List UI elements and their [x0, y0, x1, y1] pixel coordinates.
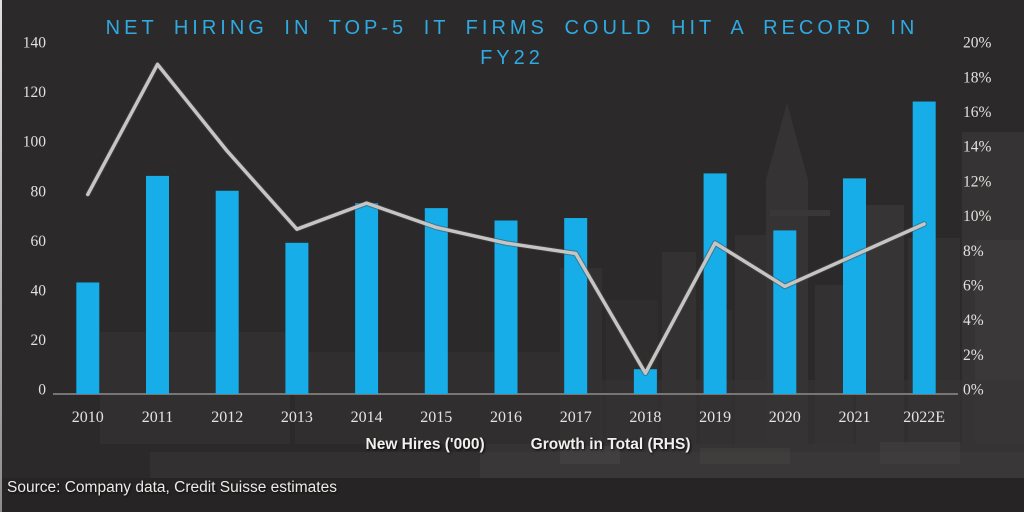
x-label-2012: 2012: [211, 409, 243, 426]
screen-left-edge: [0, 0, 2, 512]
bar-2018: [633, 369, 657, 394]
x-label-2019: 2019: [699, 409, 731, 426]
bar-2019: [703, 173, 727, 394]
right-axis-tick-12%: 12%: [963, 173, 992, 190]
x-label-2020: 2020: [769, 409, 801, 426]
left-axis-tick-60: 60: [31, 233, 47, 250]
bar-swatch-icon: [334, 439, 361, 451]
right-axis-tick-0%: 0%: [963, 382, 984, 399]
legend-label-growth: Growth in Total (RHS): [530, 436, 691, 453]
x-label-2016: 2016: [490, 409, 522, 426]
x-label-2014: 2014: [351, 409, 383, 426]
x-label-2022E: 2022E: [903, 409, 945, 426]
chart-title-line2: FY22: [480, 47, 544, 69]
right-axis-tick-20%: 20%: [963, 35, 992, 52]
x-label-2021: 2021: [839, 409, 871, 426]
chart-title-line1: NET HIRING IN TOP-5 IT FIRMS COULD HIT A…: [105, 17, 919, 39]
chart-legend: New Hires ('000) Growth in Total (RHS): [0, 436, 1024, 454]
right-axis-tick-4%: 4%: [963, 312, 984, 329]
growth-line: [86, 62, 926, 375]
left-axis-tick-140: 140: [23, 35, 47, 52]
legend-label-new-hires: New Hires ('000): [365, 436, 485, 453]
line-swatch-icon: [495, 443, 526, 447]
right-axis-tick-10%: 10%: [963, 208, 992, 225]
bar-2010: [76, 282, 100, 394]
bar-2021: [843, 178, 866, 394]
right-axis-tick-16%: 16%: [963, 104, 992, 121]
bar-2015: [424, 208, 448, 394]
bar-2013: [285, 242, 309, 394]
right-axis-tick-18%: 18%: [963, 69, 992, 86]
bar-2022E: [912, 101, 936, 395]
x-label-2010: 2010: [72, 409, 104, 426]
left-axis-tick-100: 100: [23, 134, 47, 151]
x-label-2013: 2013: [281, 409, 313, 426]
x-label-2018: 2018: [629, 409, 661, 426]
legend-item-growth: Growth in Total (RHS): [495, 436, 691, 454]
left-axis-tick-20: 20: [31, 332, 47, 349]
x-label-2011: 2011: [142, 409, 173, 426]
left-axis-tick-40: 40: [31, 282, 47, 299]
right-axis-tick-6%: 6%: [963, 277, 984, 294]
legend-item-new-hires: New Hires ('000): [334, 436, 485, 454]
bar-2016: [494, 220, 518, 394]
x-label-2015: 2015: [420, 409, 452, 426]
x-label-2017: 2017: [560, 409, 592, 426]
left-axis-tick-80: 80: [31, 183, 47, 200]
left-axis-tick-120: 120: [23, 84, 47, 101]
source-note: Source: Company data, Credit Suisse esti…: [7, 479, 337, 496]
right-axis-tick-2%: 2%: [963, 347, 984, 364]
bar-2012: [215, 190, 239, 394]
bar-2014: [355, 203, 379, 394]
bar-2011: [146, 175, 169, 394]
right-axis-tick-14%: 14%: [963, 139, 992, 156]
chart-title: NET HIRING IN TOP-5 IT FIRMS COULD HIT A…: [0, 13, 1024, 73]
bar-2017: [564, 218, 588, 394]
right-axis-tick-8%: 8%: [963, 243, 984, 260]
left-axis-tick-0: 0: [38, 382, 46, 399]
bar-2020: [773, 230, 797, 394]
